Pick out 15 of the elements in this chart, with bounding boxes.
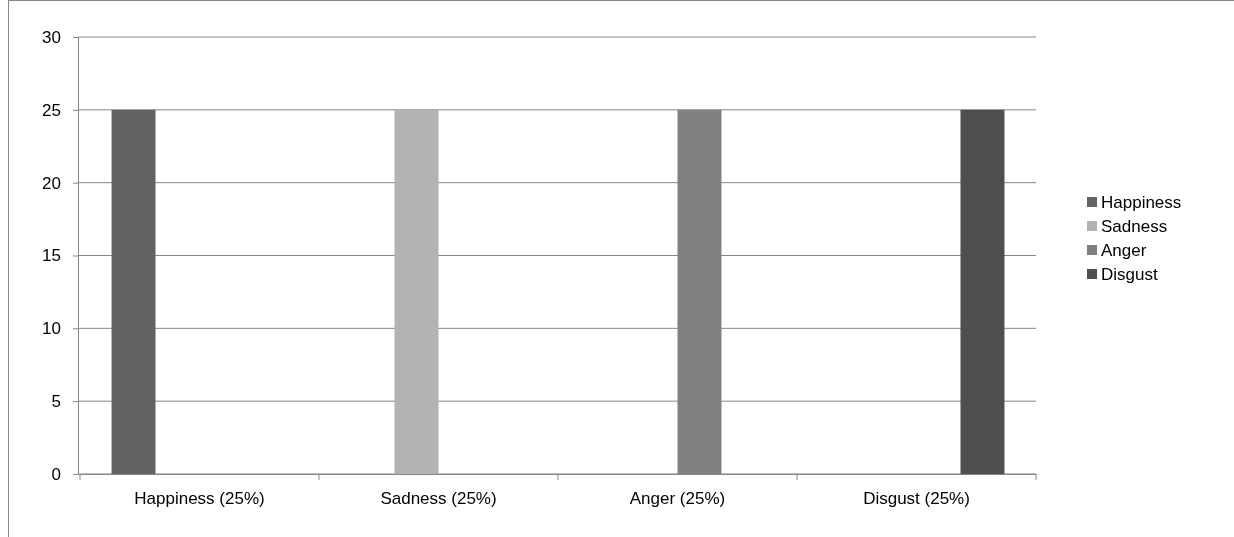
legend-label: Anger [1101,241,1147,260]
y-tick-label: 0 [51,464,61,484]
legend-label: Sadness [1101,217,1168,236]
y-tick-label: 20 [42,173,61,193]
y-tick-label: 30 [42,27,61,47]
x-tick-label: Happiness (25%) [134,489,265,509]
x-tick-label: Anger (25%) [629,489,726,509]
y-tick-label: 5 [51,392,61,412]
y-tick-label: 25 [42,100,61,120]
y-tick-label: 15 [42,246,61,266]
legend-label: Disgust [1101,265,1158,284]
legend-label: Happiness [1101,193,1182,212]
x-tick-label: Sadness (25%) [380,489,497,509]
x-tick-label: Disgust (25%) [863,489,970,509]
y-tick-label: 10 [42,319,61,339]
